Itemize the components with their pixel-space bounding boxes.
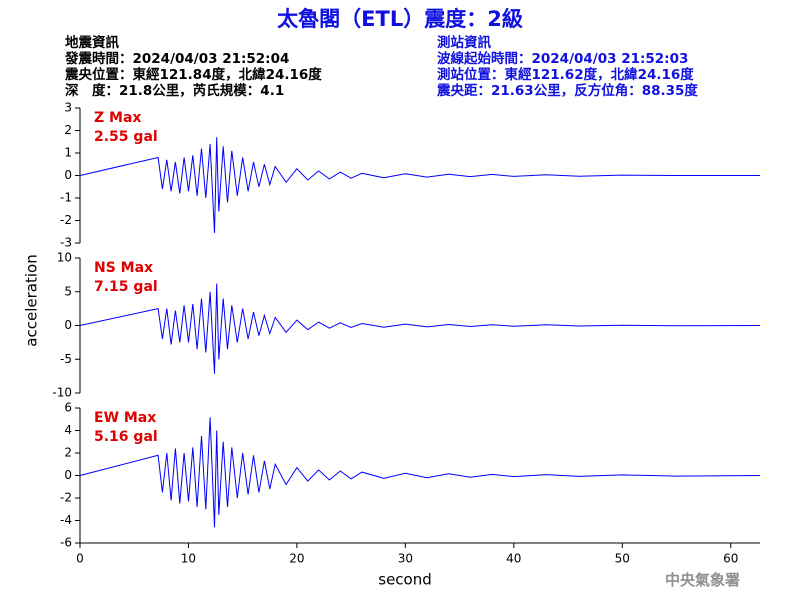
y-axis-label: acceleration bbox=[23, 254, 41, 346]
waveform bbox=[79, 283, 761, 374]
y-tick-label: -2 bbox=[60, 491, 72, 505]
max-annotation: EW Max bbox=[94, 410, 156, 426]
x-tick-label: 60 bbox=[723, 552, 738, 566]
waveform bbox=[79, 137, 760, 233]
y-tick-label: -2 bbox=[60, 213, 72, 227]
y-tick-label: -4 bbox=[60, 513, 72, 527]
station-info: 測站位置：東經121.62度，北緯24.16度 bbox=[437, 66, 694, 83]
y-tick-label: 10 bbox=[57, 251, 72, 265]
station-info: 波線起始時間：2024/04/03 21:52:03 bbox=[437, 50, 688, 67]
max-annotation: 7.15 gal bbox=[94, 279, 158, 295]
y-tick-label: 0 bbox=[64, 468, 72, 482]
max-annotation: NS Max bbox=[94, 260, 153, 276]
x-tick-label: 0 bbox=[76, 552, 84, 566]
event-info: 震央位置：東經121.84度，北緯24.16度 bbox=[64, 66, 322, 83]
x-tick-label: 20 bbox=[289, 552, 304, 566]
y-tick-label: 2 bbox=[64, 123, 72, 137]
y-tick-label: -10 bbox=[52, 386, 72, 400]
y-tick-label: 0 bbox=[64, 168, 72, 182]
max-annotation: 2.55 gal bbox=[94, 129, 158, 145]
waveform bbox=[79, 417, 761, 528]
y-tick-label: -3 bbox=[60, 236, 72, 250]
y-tick-label: -1 bbox=[60, 191, 72, 205]
y-tick-label: 5 bbox=[64, 284, 72, 298]
y-tick-label: 3 bbox=[64, 101, 72, 115]
y-tick-label: 1 bbox=[64, 146, 72, 160]
event-info: 深 度：21.8公里，芮氏規模：4.1 bbox=[65, 82, 284, 99]
x-axis-label: second bbox=[378, 571, 432, 589]
max-annotation: 5.16 gal bbox=[94, 429, 158, 445]
y-tick-label: 6 bbox=[64, 401, 72, 415]
station-info: 測站資訊 bbox=[437, 34, 491, 51]
title: 太魯閣（ETL）震度：2級 bbox=[277, 7, 523, 31]
event-info: 發震時間：2024/04/03 21:52:04 bbox=[64, 50, 289, 67]
y-tick-label: 0 bbox=[64, 318, 72, 332]
y-tick-label: -6 bbox=[60, 536, 72, 550]
y-tick-label: 4 bbox=[64, 423, 72, 437]
x-tick-label: 30 bbox=[398, 552, 413, 566]
x-tick-label: 10 bbox=[181, 552, 196, 566]
x-tick-label: 50 bbox=[615, 552, 630, 566]
footer: 中央氣象署 bbox=[665, 571, 740, 589]
x-tick-label: 40 bbox=[506, 552, 521, 566]
station-info: 震央距：21.63公里，反方位角：88.35度 bbox=[436, 82, 698, 99]
y-tick-label: 2 bbox=[64, 446, 72, 460]
y-tick-label: -5 bbox=[60, 352, 72, 366]
event-info: 地震資訊 bbox=[65, 34, 119, 51]
max-annotation: Z Max bbox=[94, 110, 141, 126]
